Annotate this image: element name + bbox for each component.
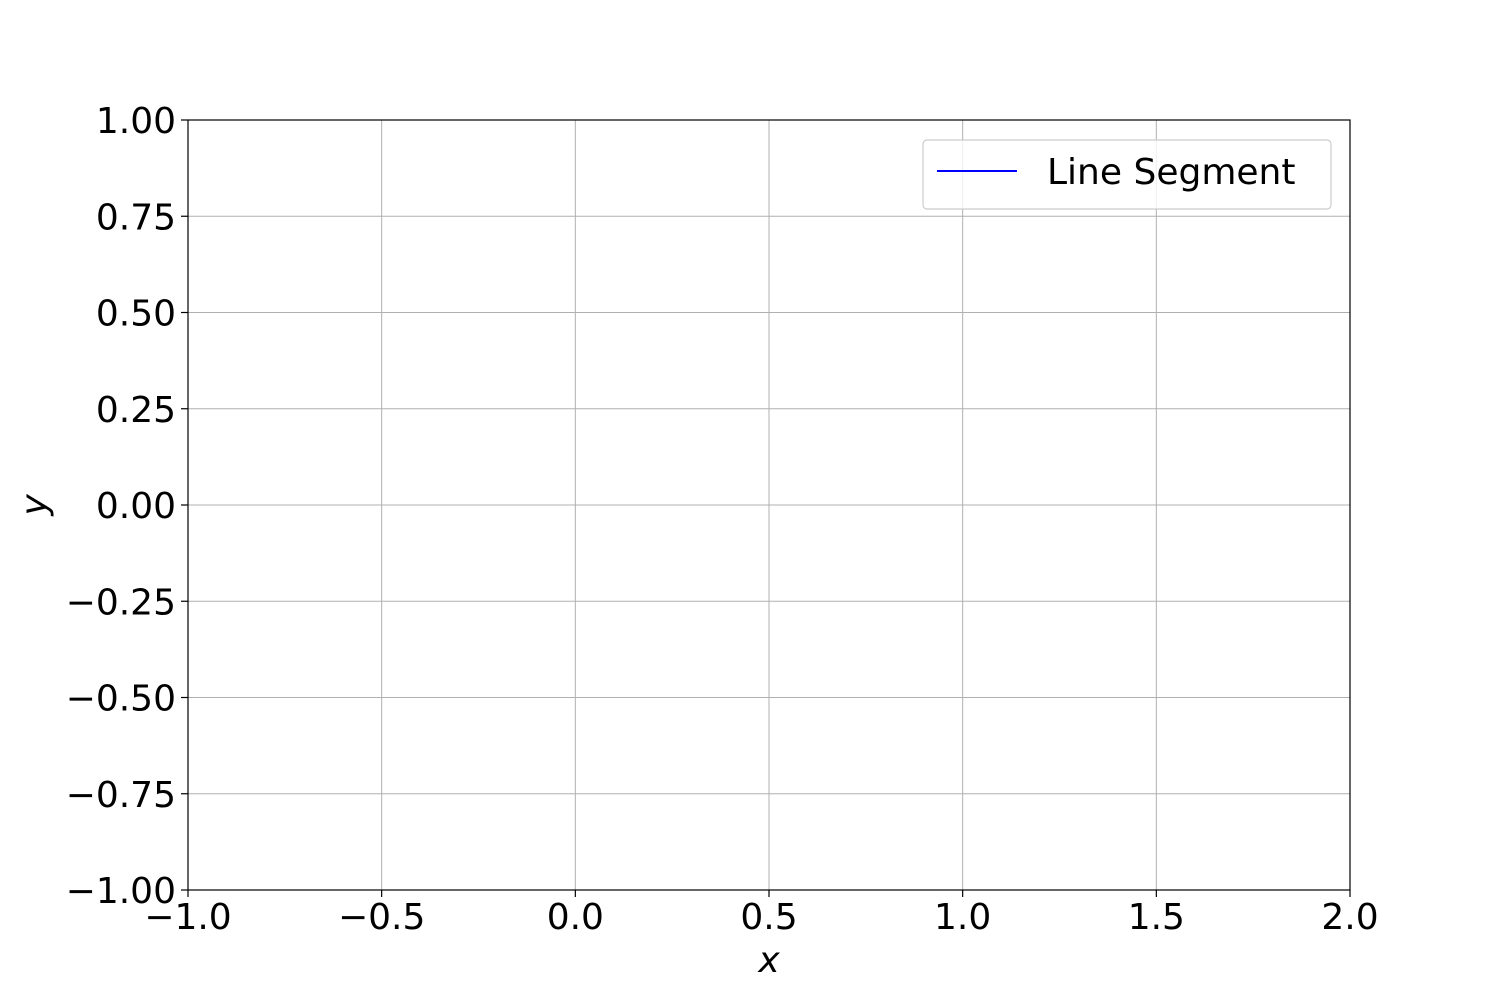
x-tick-label: 2.0 [1321, 897, 1378, 938]
x-tick-label: −1.0 [144, 897, 231, 938]
legend-label: Line Segment [1047, 152, 1295, 193]
x-tick-label: 1.5 [1128, 897, 1185, 938]
x-axis-ticks: −1.0 −0.5 0.0 0.5 1.0 1.5 2.0 [144, 890, 1379, 938]
y-tick-label: 0.25 [96, 390, 176, 431]
legend: Line Segment [922, 139, 1332, 210]
y-tick-label: 0.50 [96, 294, 176, 335]
y-tick-label: −0.75 [66, 775, 176, 816]
y-tick-label: 1.00 [96, 101, 176, 142]
y-tick-label: 0.75 [96, 197, 176, 238]
y-tick-label: −0.25 [66, 582, 176, 623]
y-tick-label: 0.00 [96, 486, 176, 527]
y-tick-label: −1.00 [66, 871, 176, 912]
legend-box [922, 139, 1332, 210]
y-tick-label: −0.50 [66, 679, 176, 720]
x-tick-label: 0.5 [740, 897, 797, 938]
x-tick-label: −0.5 [338, 897, 425, 938]
y-axis-label: y [14, 494, 55, 517]
x-axis-label: x [757, 940, 780, 981]
grid [188, 120, 1350, 890]
x-tick-label: 1.0 [934, 897, 991, 938]
y-axis-ticks: −1.00 −0.75 −0.50 −0.25 0.00 0.25 0.50 0.75 1.00 [66, 101, 188, 912]
x-tick-label: 0.0 [547, 897, 604, 938]
